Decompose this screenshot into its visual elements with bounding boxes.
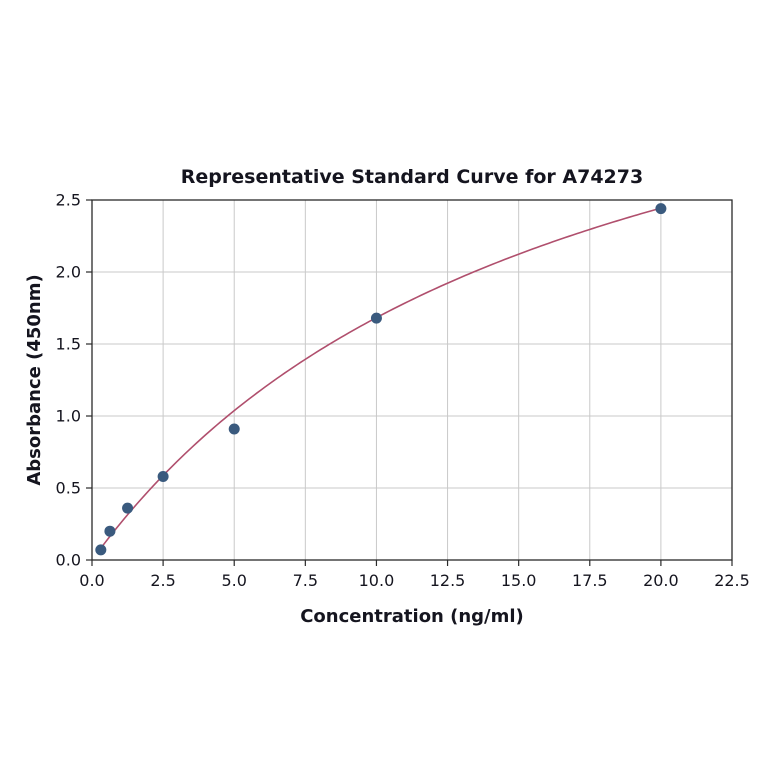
data-point [104,525,116,537]
y-tick-label: 1.0 [56,407,81,426]
plot-border [91,199,733,561]
x-tick-label: 12.5 [430,571,466,590]
x-tick-label: 20.0 [643,571,679,590]
y-tick-label: 2.0 [56,263,81,282]
y-tick-label: 0.5 [56,479,81,498]
chart-gridlines [91,199,733,561]
x-tick-label: 22.5 [714,571,750,590]
data-points [95,203,667,556]
axis-ticks: 0.0 2.5 5.0 7.5 10.0 12.5 15.0 17.5 20.0 22.5 0.0 0… [56,191,750,591]
y-tick-label: 0.0 [56,551,81,570]
y-tick-label: 1.5 [56,335,81,354]
data-point [655,203,667,215]
fit-curve-line [100,207,662,549]
y-axis-label: Absorbance (450nm) [24,274,45,485]
x-tick-label: 2.5 [150,571,175,590]
data-point [157,470,169,482]
data-point [370,312,382,324]
chart-title: Representative Standard Curve for A74273 [181,166,643,188]
x-axis-label: Concentration (ng/ml) [300,606,524,627]
data-point [228,423,240,435]
x-tick-label: 15.0 [501,571,537,590]
x-tick-label: 0.0 [79,571,104,590]
x-tick-label: 10.0 [359,571,395,590]
data-point [95,544,107,556]
y-tick-label: 2.5 [56,191,81,210]
data-point [122,502,134,514]
x-tick-label: 5.0 [221,571,246,590]
x-tick-label: 7.5 [293,571,318,590]
x-tick-label: 17.5 [572,571,608,590]
